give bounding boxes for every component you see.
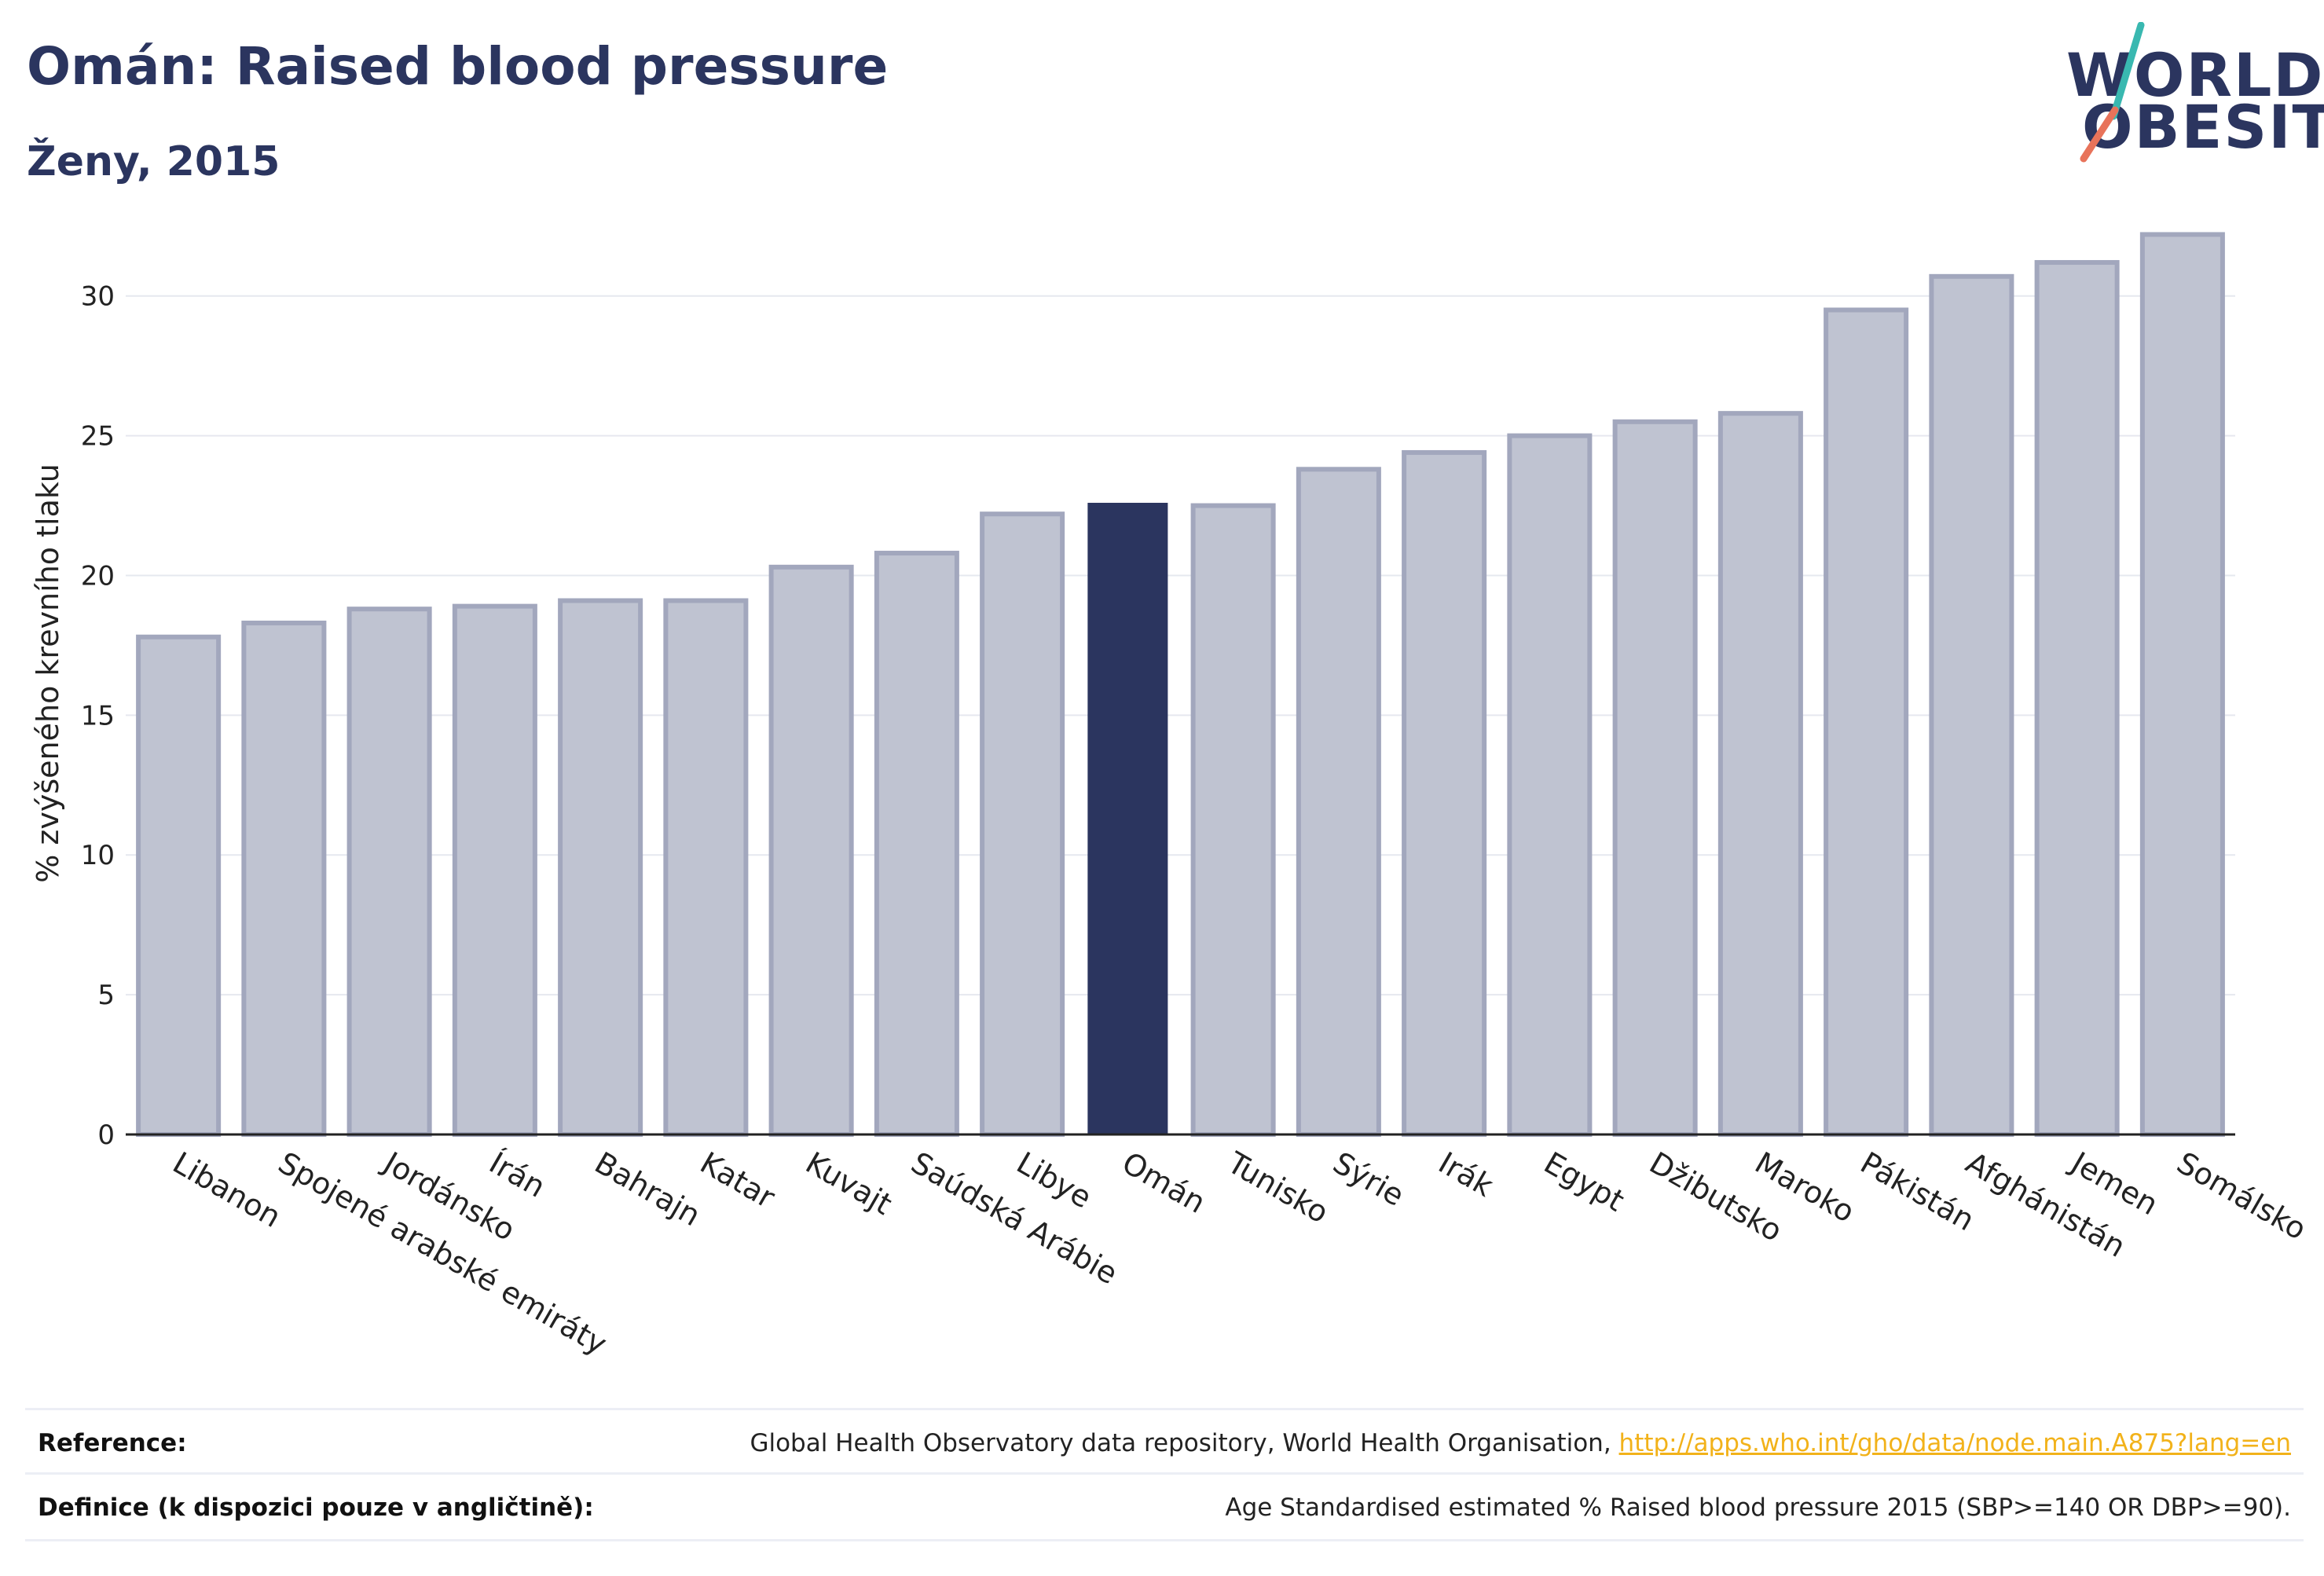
bar xyxy=(1087,502,1168,1134)
x-tick-label: Kuvajt xyxy=(800,1145,897,1222)
bar xyxy=(452,603,537,1137)
logo-text-world: WORLD xyxy=(2066,40,2324,110)
x-tick-label: Libanon xyxy=(167,1145,287,1234)
x-tick-label: Bahrajn xyxy=(589,1145,706,1233)
logo-text-obesity: OBESITY xyxy=(2082,92,2324,162)
x-tick-label: Tunisko xyxy=(1221,1145,1334,1230)
chart-subtitle: Ženy, 2015 xyxy=(27,138,280,185)
x-tick-label: Katar xyxy=(695,1145,781,1215)
x-tick-label: Írán xyxy=(483,1145,551,1204)
y-axis-title: % zvýšeného krevního tlaku xyxy=(31,464,65,883)
bar xyxy=(136,634,222,1137)
reference-value: Global Health Observatory data repositor… xyxy=(750,1429,2291,1457)
x-tick-label: Saúdská Arábie xyxy=(905,1145,1124,1292)
bar xyxy=(346,607,432,1137)
bar xyxy=(768,564,854,1137)
bar xyxy=(874,551,959,1137)
definition-value: Age Standardised estimated % Raised bloo… xyxy=(1225,1494,2291,1522)
bar xyxy=(1824,307,1909,1138)
bar xyxy=(241,620,327,1137)
bar-chart: 0 5 10 15 20 25 30 % zvýšeného krevního tlaku Li… xyxy=(31,232,2312,1362)
x-tick-label: Somálsko xyxy=(2171,1145,2312,1247)
reference-text: Global Health Observatory data repositor… xyxy=(750,1429,1619,1457)
bar xyxy=(1296,467,1381,1137)
bar xyxy=(558,598,643,1137)
definition-row: Definice (k dispozici pouze v angličtině… xyxy=(25,1472,2304,1541)
bar xyxy=(2034,260,2120,1137)
bar xyxy=(980,511,1065,1137)
bar xyxy=(1190,503,1276,1137)
bar xyxy=(1929,273,2014,1138)
bar xyxy=(1717,411,1803,1137)
y-tick-label: 20 xyxy=(81,560,115,592)
bar xyxy=(1402,449,1487,1137)
y-tick-label: 15 xyxy=(81,700,115,731)
bar xyxy=(2139,232,2225,1138)
y-tick-label: 10 xyxy=(81,840,115,871)
x-tick-label: Irák xyxy=(1433,1145,1499,1204)
reference-link[interactable]: http://apps.who.int/gho/data/node.main.A… xyxy=(1618,1429,2291,1457)
reference-row: Reference: Global Health Observatory dat… xyxy=(25,1408,2304,1475)
bar xyxy=(663,598,749,1137)
x-tick-label: Egypt xyxy=(1538,1145,1630,1219)
y-tick-label: 25 xyxy=(81,421,115,453)
y-tick-label: 30 xyxy=(81,281,115,313)
definition-label: Definice (k dispozici pouze v angličtině… xyxy=(38,1494,594,1522)
bar xyxy=(1507,433,1593,1137)
x-tick-label: Pákistán xyxy=(1855,1145,1981,1238)
y-tick-label: 5 xyxy=(97,980,115,1011)
logo-slash-icon xyxy=(2080,22,2145,163)
bar xyxy=(1612,419,1698,1137)
x-tick-label: Omán xyxy=(1116,1145,1211,1220)
y-tick-label: 0 xyxy=(97,1120,115,1151)
chart-title: Omán: Raised blood pressure xyxy=(27,36,889,97)
reference-label: Reference: xyxy=(38,1429,187,1457)
world-obesity-logo: WORLD OBESITY xyxy=(2051,22,2324,171)
x-tick-label: Sýrie xyxy=(1327,1145,1409,1213)
